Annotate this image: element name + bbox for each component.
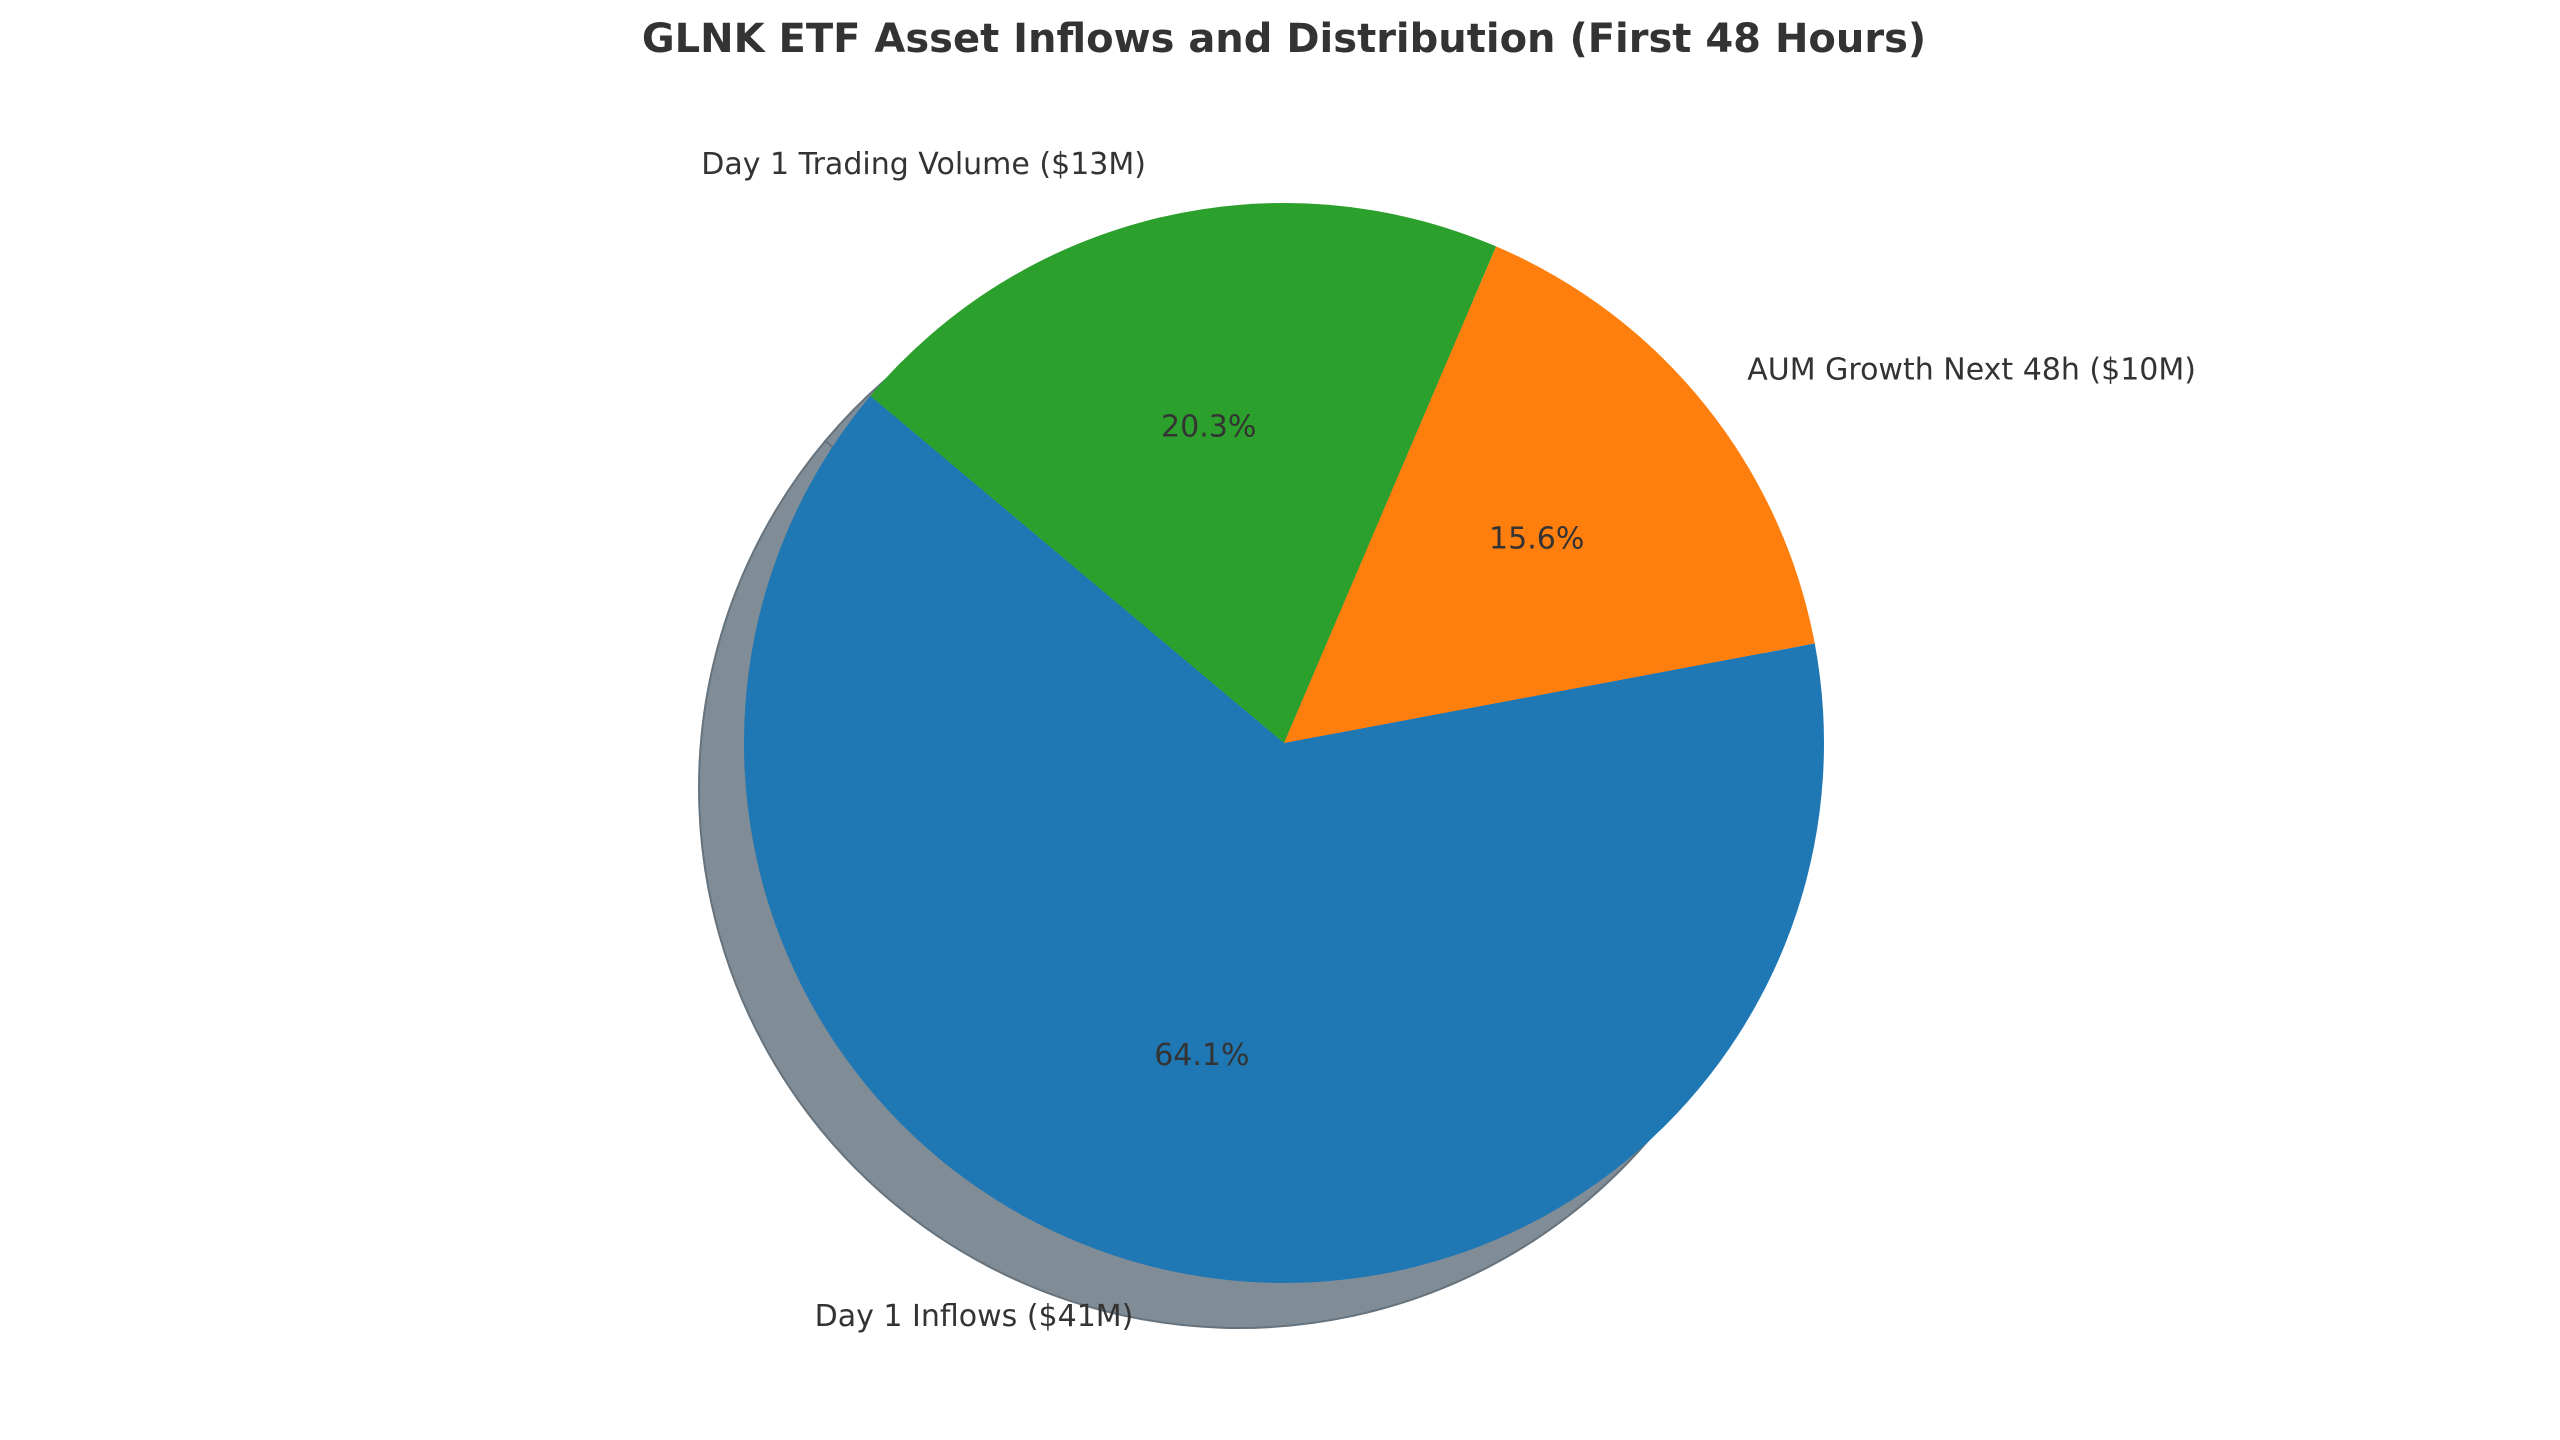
slice-label-0: Day 1 Inflows ($41M) — [815, 1299, 1134, 1334]
pie-group: Day 1 Inflows ($41M) 64.1% AUM Growth Next… — [698, 147, 2196, 1334]
pie-slice-2 — [870, 203, 1497, 744]
chart-title: GLNK ETF Asset Inflows and Distribution … — [642, 16, 1926, 62]
slice-label-2: Day 1 Trading Volume ($13M) — [701, 147, 1146, 182]
slice-percent-1: 15.6% — [1489, 522, 1584, 557]
slice-percent-0: 64.1% — [1154, 1038, 1249, 1073]
slice-label-1: AUM Growth Next 48h ($10M) — [1747, 353, 2196, 388]
pie-slice-0 — [743, 395, 1825, 1284]
slice-percent-2: 20.3% — [1161, 409, 1256, 444]
pie-slice-1 — [1284, 246, 1815, 743]
